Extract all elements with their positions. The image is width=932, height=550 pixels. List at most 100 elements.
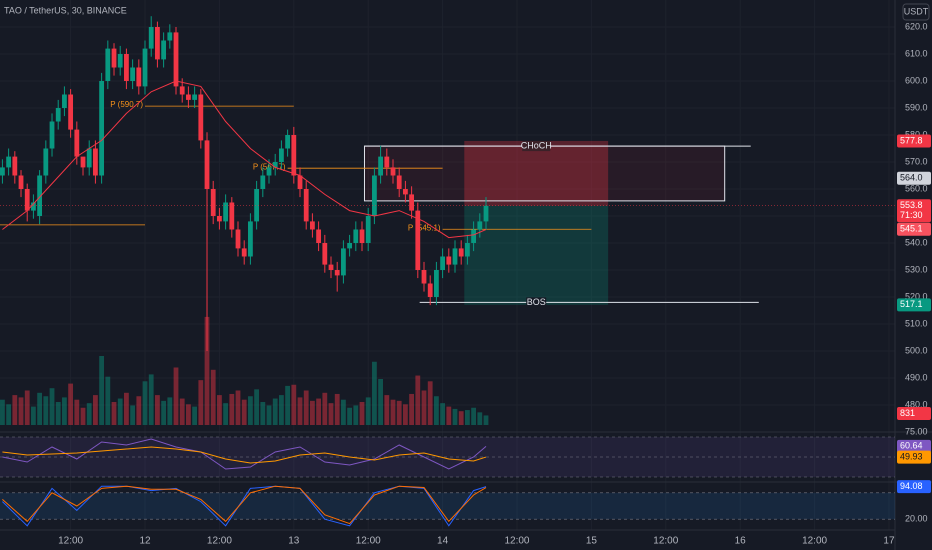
candle-body (353, 229, 359, 243)
y-tick-label: 590.0 (905, 102, 928, 112)
candle-body (452, 248, 458, 265)
volume-bar (409, 393, 415, 425)
y-tick-label: 500.0 (905, 345, 928, 355)
volume-bar (117, 398, 123, 425)
volume-bar (365, 397, 371, 425)
volume-bar (142, 381, 148, 425)
candle-body (192, 94, 198, 100)
candle-body (334, 270, 340, 276)
volume-bar (86, 403, 92, 425)
price-tag: 545.1 (900, 224, 923, 234)
volume-bar (223, 403, 229, 425)
volume-bar (99, 356, 105, 425)
candle-body (161, 40, 167, 60)
y-tick-label: 540.0 (905, 237, 928, 247)
volume-bar (148, 374, 154, 425)
candle-body (471, 229, 477, 243)
volume-bar (279, 395, 284, 425)
countdown-tag-bg (897, 209, 931, 223)
volume-bar (440, 403, 446, 425)
candle-body (427, 283, 433, 297)
volume-bar (465, 410, 470, 425)
volume-tag-bg (897, 406, 931, 420)
volume-bar (18, 397, 24, 425)
candle-body (105, 48, 111, 81)
rsi-ma-line (2, 446, 487, 464)
volume-bar (55, 402, 61, 425)
volume-bar (353, 405, 359, 425)
volume-bar (471, 407, 477, 425)
y-tick-label: 510.0 (905, 318, 928, 328)
x-tick-label: 12:00 (356, 536, 381, 547)
candle-body (136, 67, 142, 87)
currency: USDT (904, 6, 929, 16)
y-tick-label: 530.0 (905, 264, 928, 274)
candle-body (279, 148, 284, 162)
volume-bar (124, 392, 129, 425)
stoch-band (0, 492, 895, 520)
volume-bar (316, 398, 322, 425)
price-tag-bg (897, 222, 931, 236)
candle-body (49, 121, 55, 149)
volume-bar (111, 402, 117, 425)
volume-bar (328, 403, 334, 425)
price-tag-bg (897, 199, 931, 213)
candle-body (266, 167, 272, 176)
candle-body (285, 135, 291, 149)
label-bg (526, 297, 547, 308)
volume-bar (434, 396, 439, 425)
y-tick-label: 580.0 (905, 129, 928, 139)
candle-body (241, 248, 247, 257)
volume-bar (303, 390, 309, 425)
candle-body (74, 129, 80, 157)
rsi-line (2, 438, 487, 470)
volume-bar (62, 397, 67, 425)
volume-bar (452, 408, 458, 425)
volume-bar (167, 397, 173, 425)
volume-bar (37, 392, 43, 425)
volume-bar (483, 415, 489, 425)
rsi-ma-tag: 49.93 (900, 451, 923, 461)
volume-bar (155, 395, 160, 425)
volume-bar (31, 406, 36, 425)
candle-body (316, 229, 322, 243)
candle-body (204, 140, 210, 189)
candle-body (43, 148, 49, 176)
volume-bar (272, 398, 278, 425)
candle-body (384, 156, 390, 168)
candle-body (396, 175, 402, 189)
candle-body (68, 94, 74, 130)
pivot-label: P (590.7) (110, 100, 143, 109)
volume-bar (235, 390, 241, 425)
candle-body (80, 156, 86, 168)
candle-body (0, 167, 5, 176)
candle-body (37, 175, 43, 216)
candle-body (260, 175, 266, 189)
volume-bar (210, 369, 216, 425)
candle-body (341, 248, 346, 276)
candle-body (31, 202, 36, 211)
candle-body (328, 264, 334, 270)
x-tick-label: 12:00 (207, 536, 232, 547)
candle-body (303, 189, 309, 222)
choch-label: CHoCH (521, 140, 552, 150)
volume-bar (427, 381, 433, 425)
chart-title: TAO / TetherUS, 30, BINANCE (4, 5, 127, 15)
volume-bar (241, 399, 247, 425)
stop-zone (464, 140, 609, 206)
candle-body (229, 202, 235, 230)
volume-bar (384, 395, 390, 425)
candle-body (12, 156, 18, 176)
volume-bar (390, 399, 396, 425)
volume-bar (322, 392, 328, 425)
candle-body (6, 156, 12, 168)
candle-body (148, 27, 154, 49)
candle-body (18, 175, 24, 189)
x-tick-label: 12:00 (58, 536, 83, 547)
volume-bar (248, 396, 253, 425)
candle-body (24, 189, 30, 211)
volume-bar (80, 407, 86, 425)
candle-body (477, 221, 483, 230)
currency-box[interactable] (902, 3, 930, 21)
